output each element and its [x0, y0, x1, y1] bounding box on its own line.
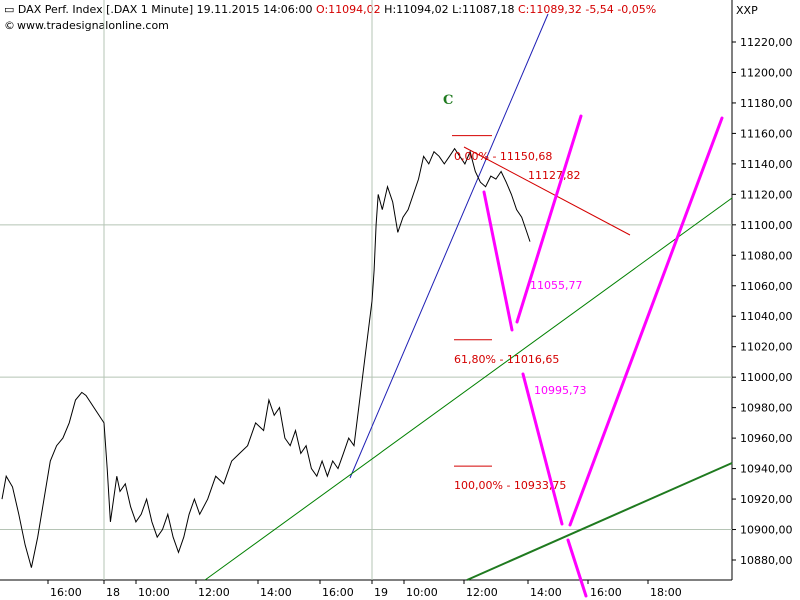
projection-leg-5[interactable]	[566, 538, 588, 598]
x-axis-tick-label: 14:00	[530, 586, 562, 599]
projection-leg-1[interactable]	[482, 190, 514, 332]
change-value: -5,54	[585, 3, 614, 16]
resistance-label: 11127,82	[528, 169, 581, 182]
website-link[interactable]: www.tradesignalonline.com	[17, 19, 169, 32]
fib-label-0: 0,00% - 11150,68	[454, 150, 552, 163]
y-axis-tick-label: 11160,00	[740, 127, 793, 140]
fib-label-100: 100,00% - 10933,75	[454, 479, 566, 492]
symbol-icon: ▭	[4, 3, 15, 16]
y-axis-tick-label: 10900,00	[740, 524, 793, 537]
x-axis-tick-label: 10:00	[138, 586, 170, 599]
blue-trendline[interactable]	[349, 13, 549, 479]
close-value: C:11089,32	[517, 3, 582, 16]
projection-leg-4[interactable]	[568, 116, 724, 527]
y-axis-tick-label: 10920,00	[740, 493, 793, 506]
x-axis-tick-label: 12:00	[466, 586, 498, 599]
interval: 1 Minute]	[140, 3, 194, 16]
x-axis-tick-label: 16:00	[50, 586, 82, 599]
fib-label-61-8: 61,80% - 11016,65	[454, 353, 559, 366]
datetime: 19.11.2015 14:06:00	[196, 3, 313, 16]
y-axis-tick-label: 11220,00	[740, 36, 793, 49]
y-axis-tick-label: 11020,00	[740, 341, 793, 354]
open-value: O:11094,02	[316, 3, 381, 16]
x-axis-tick-label: 10:00	[406, 586, 438, 599]
copyright-icon: ©	[4, 19, 15, 32]
y-axis-tick-label: 11120,00	[740, 188, 793, 201]
y-axis-tick-label: 11200,00	[740, 66, 793, 79]
x-axis-tick-label: 12:00	[198, 586, 230, 599]
red-resistance-line[interactable]	[463, 146, 631, 236]
green-channel-line-thick[interactable]	[466, 462, 733, 581]
x-axis-tick-label: 19	[374, 586, 388, 599]
price-series-line	[1, 147, 531, 568]
y-axis-tick-label: 10960,00	[740, 432, 793, 445]
low-value: L:11087,18	[452, 3, 515, 16]
x-axis-tick-label: 18:00	[650, 586, 682, 599]
change-percent: -0,05%	[617, 3, 657, 16]
symbol-name: DAX Perf. Index [.DAX	[17, 3, 138, 16]
website-line: © www.tradesignalonline.com	[4, 18, 169, 34]
y-axis-tick-label: 10980,00	[740, 402, 793, 415]
x-axis-tick-label: 16:00	[322, 586, 354, 599]
x-axis-tick-label: 18	[106, 586, 120, 599]
x-axis-tick-label: 14:00	[260, 586, 292, 599]
y-axis-tick-label: 11000,00	[740, 371, 793, 384]
y-axis-tick-label: 11060,00	[740, 280, 793, 293]
projection-leg-2[interactable]	[515, 114, 583, 324]
projection-leg-3[interactable]	[521, 372, 564, 526]
y-axis-tick-label: 11140,00	[740, 158, 793, 171]
price-scale-name: XXP	[736, 4, 758, 17]
x-axis-tick-label: 16:00	[590, 586, 622, 599]
y-axis-tick-label: 11080,00	[740, 249, 793, 262]
projection-label-2: 10995,73	[534, 384, 587, 397]
projection-label-1: 11055,77	[530, 279, 583, 292]
chart-header: ▭ DAX Perf. Index [.DAX 1 Minute] 19.11.…	[0, 0, 732, 36]
header-quote-line: ▭ DAX Perf. Index [.DAX 1 Minute] 19.11.…	[4, 2, 656, 18]
y-axis-tick-label: 10940,00	[740, 463, 793, 476]
high-value: H:11094,02	[384, 3, 449, 16]
wave-label-c: C	[443, 93, 453, 108]
green-channel-line-thin[interactable]	[204, 197, 733, 581]
y-axis-tick-label: 11100,00	[740, 219, 793, 232]
y-axis-tick-label: 10880,00	[740, 554, 793, 567]
y-axis-tick-label: 11040,00	[740, 310, 793, 323]
y-axis-tick-label: 11180,00	[740, 97, 793, 110]
